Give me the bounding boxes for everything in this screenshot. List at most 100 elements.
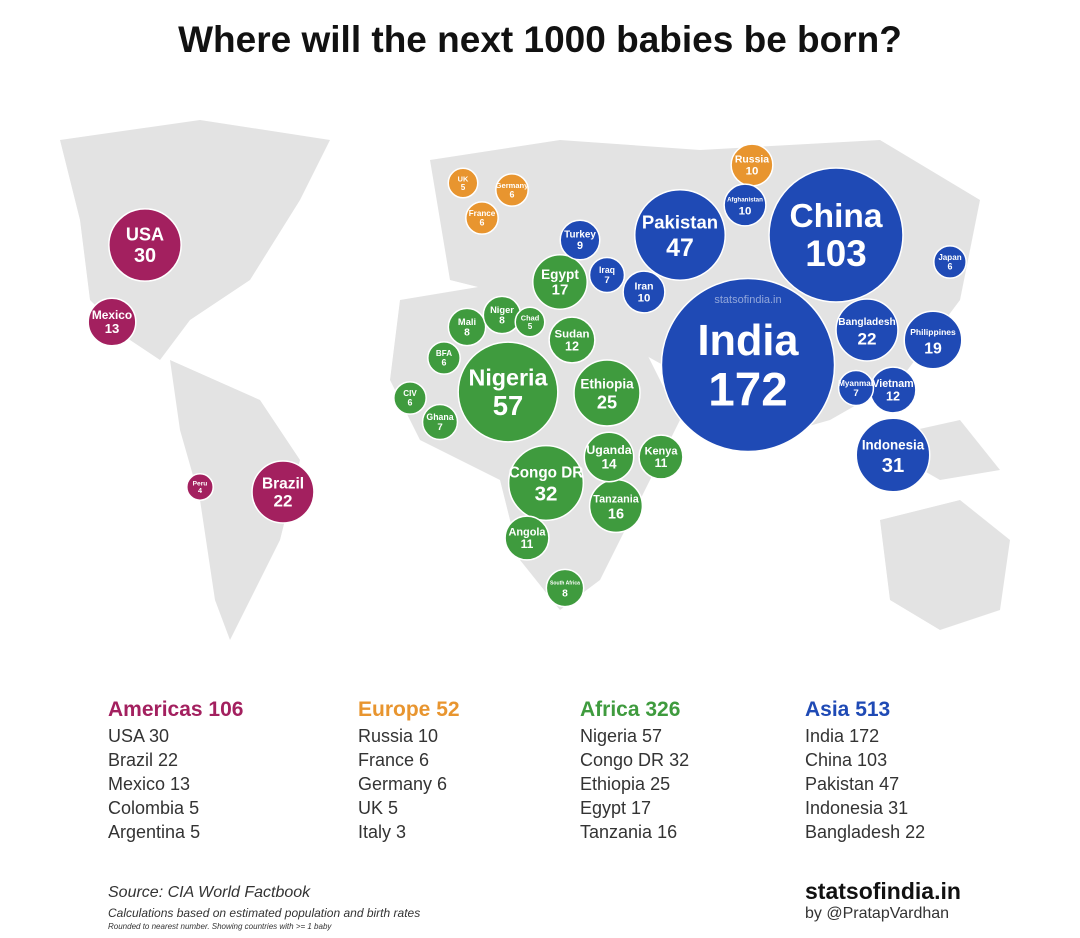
small-note: Rounded to nearest number. Showing count… — [108, 922, 332, 931]
bubble-label: Iran — [634, 282, 653, 293]
country-name: Mexico — [108, 774, 166, 794]
bubble-value: 11 — [655, 456, 668, 470]
country-value: 16 — [657, 822, 678, 842]
bubble — [393, 381, 427, 415]
bubble-value: 8 — [499, 316, 505, 327]
bubble-value: 25 — [597, 392, 617, 412]
bubble — [573, 359, 641, 427]
bubble-label: Afghanistan — [727, 196, 763, 203]
region-name: Asia — [805, 698, 850, 721]
country-name: Bangladesh — [805, 822, 901, 842]
country-name: Congo DR — [580, 750, 665, 770]
country-value: 31 — [888, 798, 909, 818]
bubble-label: Mexico — [92, 308, 132, 322]
bubble-value: 10 — [746, 166, 759, 178]
region-name: Africa — [580, 698, 640, 721]
bubble-label: Philippines — [910, 327, 956, 337]
region-name: Europe — [358, 698, 431, 721]
bubble — [723, 183, 767, 227]
bubble-label: Peru — [193, 480, 208, 487]
bubble-label: Ghana — [426, 412, 453, 422]
country-value: 17 — [631, 798, 652, 818]
bubble-label: Chad — [521, 313, 540, 322]
bubble-label: Germany — [496, 181, 530, 190]
country-value: 57 — [642, 726, 663, 746]
bubble — [108, 208, 182, 282]
bubble — [933, 245, 967, 279]
watermark: statsofindia.in — [714, 294, 781, 306]
bubble-label: Iraq — [599, 265, 615, 275]
country-bubble: South Africa 8 — [545, 568, 585, 608]
country-value: 22 — [158, 750, 179, 770]
country-name: Colombia — [108, 798, 185, 818]
bubble-label: Indonesia — [862, 437, 925, 452]
note: Calculations based on estimated populati… — [108, 906, 421, 920]
bubble-value: 14 — [601, 456, 617, 471]
bubble — [504, 515, 550, 561]
country-value: 47 — [879, 774, 900, 794]
country-name: Germany — [358, 774, 433, 794]
country-row: Colombia 5 — [108, 796, 243, 820]
bubble-label: France — [469, 209, 496, 218]
country-row: Nigeria 57 — [580, 724, 689, 748]
bubble-value: 6 — [442, 358, 447, 368]
bubble-value: 22 — [858, 329, 877, 348]
bubble — [87, 297, 137, 347]
country-row: Russia 10 — [358, 724, 460, 748]
bubble — [903, 310, 963, 370]
country-value: 10 — [418, 726, 439, 746]
country-row: Italy 3 — [358, 820, 460, 844]
country-row: Germany 6 — [358, 772, 460, 796]
country-row: Pakistan 47 — [805, 772, 925, 796]
bubble-map: Where will the next 1000 babies be born?… — [60, 19, 1010, 640]
country-name: India — [805, 726, 845, 746]
bubble — [495, 173, 529, 207]
region-name: Americas — [108, 698, 203, 721]
bubble — [855, 417, 931, 493]
region-heading: Americas 106 — [108, 698, 243, 722]
bubble — [622, 270, 666, 314]
country-name: Pakistan — [805, 774, 875, 794]
bubble-value: 7 — [604, 275, 609, 286]
bubble-value: 16 — [608, 506, 624, 522]
bubble-value: 11 — [521, 537, 534, 551]
bubble — [186, 473, 214, 501]
bubble — [559, 219, 601, 261]
region-column: Americas 106 USA 30 Brazil 22 Mexico 13 Colo… — [108, 698, 243, 844]
bubble-label: Vietnam — [872, 378, 913, 390]
country-row: Congo DR 32 — [580, 748, 689, 772]
country-value: 6 — [437, 774, 448, 794]
country-row: Egypt 17 — [580, 796, 689, 820]
bubble-value: 31 — [882, 455, 904, 477]
bubble-label: Russia — [735, 155, 769, 166]
bubble — [427, 341, 461, 375]
bubble-value: 19 — [924, 340, 942, 357]
bubble-label: USA — [126, 225, 164, 245]
country-row: Argentina 5 — [108, 820, 243, 844]
bubble-value: 7 — [437, 422, 442, 433]
bubble — [447, 167, 479, 199]
country-value: 172 — [849, 726, 880, 746]
region-column: Africa 326 Nigeria 57 Congo DR 32 Ethiopia … — [580, 698, 689, 844]
region-heading: Europe 52 — [358, 698, 460, 722]
bubble — [835, 298, 899, 362]
bubble-label: India — [698, 317, 800, 365]
bubble-value: 5 — [528, 322, 533, 331]
